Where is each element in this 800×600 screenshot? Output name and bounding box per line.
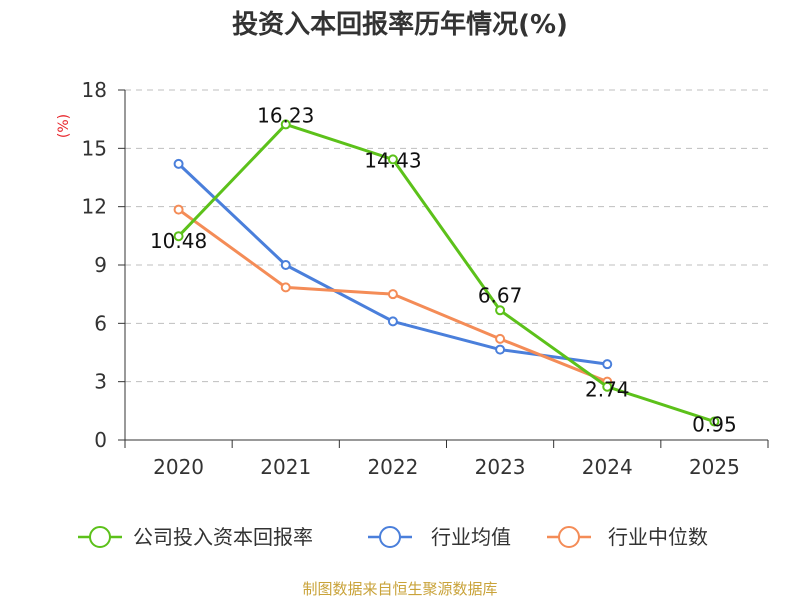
source-note: 制图数据来自恒生聚源数据库: [302, 580, 497, 598]
data-point-average[interactable]: [387, 316, 398, 327]
data-point-median[interactable]: [387, 289, 398, 300]
series-line-average: [177, 162, 608, 366]
data-label: 0.95: [692, 413, 737, 437]
legend-label: 公司投入资本回报率: [133, 525, 313, 549]
data-label: 16.23: [257, 103, 314, 127]
x-tick-label: 2022: [367, 455, 418, 479]
legend-label: 行业中位数: [608, 525, 708, 549]
x-tick-label: 2024: [582, 455, 633, 479]
x-tick-label: 2020: [153, 455, 204, 479]
data-point-median[interactable]: [173, 204, 184, 215]
data-point-company[interactable]: [173, 231, 184, 242]
x-tick-label: 2023: [475, 455, 526, 479]
legend-label: 行业均值: [431, 525, 511, 549]
legend-item-median[interactable]: 行业中位数: [547, 525, 708, 549]
data-point-average[interactable]: [602, 359, 613, 370]
y-tick-label: 18: [82, 78, 107, 102]
data-point-median[interactable]: [280, 282, 291, 293]
y-tick-label: 3: [94, 370, 107, 394]
legend-marker: [89, 526, 111, 548]
data-point-average[interactable]: [173, 158, 184, 169]
data-label: 14.43: [364, 148, 421, 172]
legend-item-company[interactable]: 公司投入资本回报率: [78, 525, 313, 549]
y-tick-label: 9: [94, 253, 107, 277]
y-tick-label: 15: [82, 136, 107, 160]
y-axis-unit: (%): [56, 114, 72, 138]
data-point-company[interactable]: [602, 381, 613, 392]
data-label: 10.48: [150, 229, 207, 253]
legend-marker: [558, 526, 580, 548]
y-tick-label: 12: [82, 195, 107, 219]
data-point-average[interactable]: [280, 260, 291, 270]
x-tick-label: 2021: [260, 455, 311, 479]
data-point-company[interactable]: [280, 119, 291, 130]
data-point-average[interactable]: [495, 344, 506, 355]
x-tick-label: 2025: [689, 455, 740, 479]
y-tick-label: 0: [94, 428, 107, 452]
y-tick-label: 6: [94, 311, 107, 335]
legend-marker: [379, 526, 401, 548]
data-point-company[interactable]: [709, 416, 720, 427]
chart-title: 投资入本回报率历年情况(%): [232, 9, 568, 40]
data-point-median[interactable]: [495, 333, 506, 344]
series-line-company: [177, 122, 715, 423]
data-point-company[interactable]: [387, 154, 398, 165]
data-label: 6.67: [478, 283, 523, 307]
data-label: 2.74: [585, 378, 630, 402]
data-point-company[interactable]: [495, 305, 506, 316]
legend-item-average[interactable]: 行业均值: [368, 525, 511, 549]
